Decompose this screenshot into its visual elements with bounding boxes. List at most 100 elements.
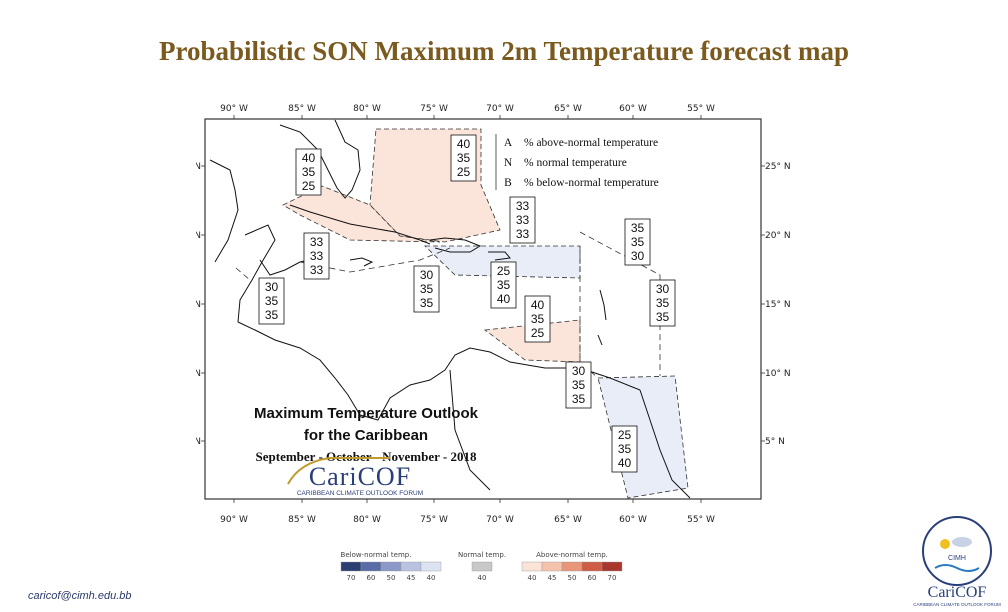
lat-label-right: 15° N: [765, 300, 791, 310]
probability-value-b: 35: [572, 392, 586, 406]
probability-value-n: 35: [656, 296, 670, 310]
lat-label-right: 5° N: [765, 437, 785, 447]
key-b-text: % below-normal temperature: [524, 177, 659, 189]
probability-value-b: 40: [618, 456, 632, 470]
probability-value-n: 35: [420, 282, 434, 296]
probability-box: [295, 148, 322, 196]
probability-value-a: 30: [420, 268, 434, 282]
probability-value-n: 35: [618, 442, 632, 456]
probability-value-n: 35: [265, 294, 279, 308]
probability-box: [524, 295, 551, 343]
probability-box: [649, 279, 676, 327]
probability-value-b: 35: [420, 296, 434, 310]
legend-value-above: 70: [608, 574, 617, 582]
lon-label-top: 55° W: [687, 104, 715, 114]
lat-label-right: 25° N: [765, 162, 791, 172]
probability-box: [413, 265, 440, 313]
legend-swatch-above: [601, 561, 623, 572]
lon-label-bottom: 60° W: [619, 515, 647, 525]
probability-value-b: 30: [631, 249, 645, 263]
probability-value-b: 35: [656, 310, 670, 324]
probability-value-a: 40: [302, 151, 316, 165]
probability-value-n: 33: [310, 249, 324, 263]
lat-label-left: 5° N: [196, 437, 201, 447]
probability-box: [490, 261, 517, 309]
legend-swatch-below: [380, 561, 402, 572]
outlook-period: September - October - November - 2018: [256, 449, 477, 464]
legend-swatches: 70 60 50 45 40 40 40 45 50 60 70: [340, 561, 623, 582]
legend-value-above: 45: [548, 574, 557, 582]
legend-value-above: 50: [568, 574, 577, 582]
legend-value-normal: 40: [478, 574, 487, 582]
cimh-logo-text: CIMH: [948, 555, 966, 562]
probability-value-b: 35: [265, 308, 279, 322]
probability-value-a: 30: [572, 364, 586, 378]
wave-icon: [934, 564, 980, 572]
coastlines: [209, 119, 691, 499]
lon-label-bottom: 85° W: [288, 515, 316, 525]
lat-label-left: 15° N: [196, 300, 201, 310]
legend-below-label: Below-normal temp.: [341, 551, 412, 559]
region-cuba: [282, 185, 441, 243]
lat-label-right: 20° N: [765, 231, 791, 241]
lon-label-top: 90° W: [220, 104, 248, 114]
caricof-map-logo: CariCOF CARIBBEAN CLIMATE OUTLOOK FORUM: [287, 457, 423, 497]
legend-swatch-above: [581, 561, 603, 572]
lon-label-top: 70° W: [486, 104, 514, 114]
ticks: [201, 115, 765, 503]
outlook-title-line1: Maximum Temperature Outlook: [254, 405, 479, 422]
lon-label-top: 60° W: [619, 104, 647, 114]
probability-value-a: 33: [516, 199, 530, 213]
probability-box: [509, 196, 536, 244]
legend-above-label: Above-normal temp.: [536, 551, 608, 559]
lon-label-top: 65° W: [554, 104, 582, 114]
lon-label-bottom: 65° W: [554, 515, 582, 525]
legend-value-above: 60: [588, 574, 597, 582]
probability-value-b: 25: [302, 179, 316, 193]
legend-value-below: 60: [367, 574, 376, 582]
key-a-letter: A: [504, 137, 513, 149]
lon-label-bottom: 90° W: [220, 515, 248, 525]
lat-label-left: 20° N: [196, 231, 201, 241]
legend-value-below: 70: [347, 574, 356, 582]
key-n-letter: N: [504, 157, 513, 169]
legend-swatch-below: [400, 561, 422, 572]
lon-label-bottom: 55° W: [687, 515, 715, 525]
legend-value-above: 40: [528, 574, 537, 582]
key-a-text: % above-normal temperature: [524, 137, 658, 149]
lon-label-top: 80° W: [353, 104, 381, 114]
probability-value-n: 35: [457, 151, 471, 165]
color-legend: Below-normal temp. Normal temp. Above-no…: [340, 551, 623, 582]
forecast-map: 90° W 85° W 80° W 75° W 70° W 65° W 60° …: [196, 104, 791, 525]
lon-label-bottom: 80° W: [353, 515, 381, 525]
probability-value-a: 25: [497, 264, 511, 278]
caricof-logo-subtext: CARIBBEAN CLIMATE OUTLOOK FORUM: [297, 490, 423, 497]
probability-value-n: 35: [631, 235, 645, 249]
cimh-logo-ring: [922, 516, 992, 586]
key-b-letter: B: [504, 177, 512, 189]
probability-value-b: 33: [310, 263, 324, 277]
legend-swatch-above: [521, 561, 543, 572]
lon-label-top: 85° W: [288, 104, 316, 114]
lon-label-top: 75° W: [420, 104, 448, 114]
legend-value-below: 50: [387, 574, 396, 582]
legend-swatch-above: [541, 561, 563, 572]
sun-icon: [940, 539, 950, 549]
probability-box: [258, 277, 285, 325]
lon-label-bottom: 70° W: [486, 515, 514, 525]
probability-value-n: 35: [497, 278, 511, 292]
legend-swatch-below: [420, 561, 442, 572]
probability-value-b: 25: [457, 165, 471, 179]
probability-value-a: 30: [265, 280, 279, 294]
probability-box: [611, 425, 638, 473]
cimh-caricof-subtext: CARIBBEAN CLIMATE OUTLOOK FORUM: [913, 602, 1001, 607]
probability-value-n: 35: [531, 312, 545, 326]
probability-value-a: 35: [631, 221, 645, 235]
probability-box: [565, 361, 592, 409]
map-key: A % above-normal temperature N % normal …: [495, 134, 659, 190]
cimh-caricof-text: CariCOF: [928, 584, 987, 601]
probability-value-n: 35: [572, 378, 586, 392]
probability-box: [450, 134, 477, 182]
probability-box: [624, 218, 651, 266]
legend-value-below: 40: [427, 574, 436, 582]
